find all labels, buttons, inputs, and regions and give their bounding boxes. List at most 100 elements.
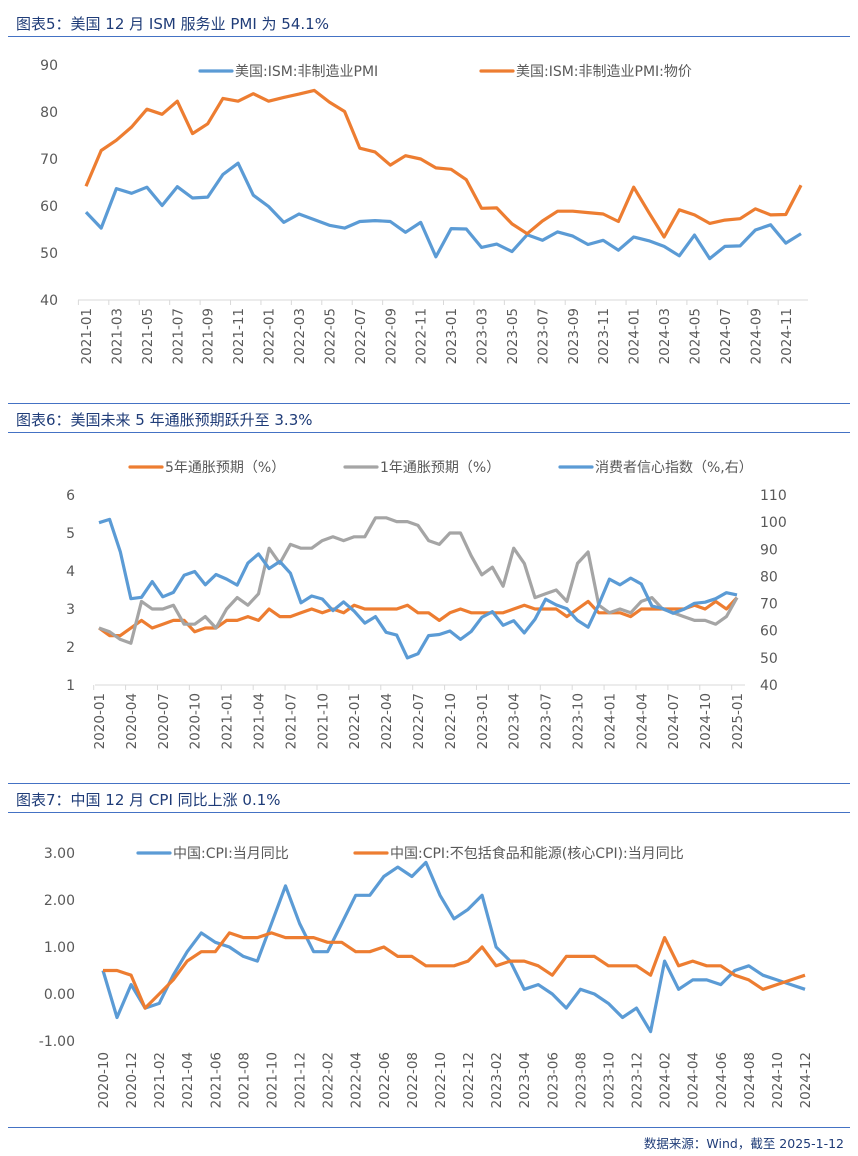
y2-tick-label: 50 — [760, 651, 778, 667]
x-tick-label: 2022-10 — [443, 693, 459, 749]
x-tick-label: 2022-05 — [322, 308, 338, 364]
series-line — [98, 516, 739, 645]
y2-tick-label: 60 — [760, 624, 778, 640]
x-tick-label: 2022-01 — [347, 693, 363, 749]
x-tick-label: 2022-08 — [405, 1052, 421, 1108]
x-tick-label: 2022-02 — [321, 1052, 337, 1108]
legend-label: 消费者信心指数（%,右） — [595, 460, 753, 476]
x-tick-label: 2021-10 — [315, 693, 331, 749]
x-tick-label: 2023-04 — [507, 693, 523, 749]
x-tick-label: 2021-04 — [252, 693, 268, 749]
y-tick-label: 50 — [40, 246, 58, 262]
chart-7-title: 图表7：中国 12 月 CPI 同比上涨 0.1% — [16, 791, 281, 809]
x-tick-label: 2024-08 — [742, 1052, 758, 1108]
x-tick-label: 2021-06 — [208, 1052, 224, 1108]
y2-tick-label: 100 — [760, 515, 787, 531]
x-tick-label: 2024-07 — [718, 308, 734, 364]
y-tick-label: 1 — [66, 678, 75, 694]
x-tick-label: 2025-01 — [730, 693, 746, 749]
x-tick-label: 2021-01 — [220, 693, 236, 749]
chart-6: 1 2 3 4 5 6 40 50 60 70 80 90 100 110 2020-01 2020-04 20… — [66, 460, 787, 749]
y2-tick-label: 40 — [760, 678, 778, 694]
x-tick-label: 2021-05 — [140, 308, 156, 364]
source-note: 数据来源：Wind，截至 2025-1-12 — [643, 1136, 844, 1151]
x-tick-label: 2022-09 — [383, 308, 399, 364]
x-tick-label: 2023-01 — [444, 308, 460, 364]
x-tick-label: 2024-11 — [779, 308, 795, 364]
x-tick-label: 2021-01 — [79, 308, 95, 364]
y-tick-label: 1.00 — [44, 940, 75, 956]
y2-tick-label: 90 — [760, 542, 778, 558]
x-tick-label: 2024-07 — [666, 693, 682, 749]
y-tick-label: 0.00 — [44, 987, 75, 1003]
x-tick-label: 2023-03 — [475, 308, 491, 364]
x-tick-label: 2021-12 — [293, 1052, 309, 1108]
x-tick-label: 2020-12 — [124, 1052, 140, 1108]
chart-5-title-bar: 图表5：美国 12 月 ISM 服务业 PMI 为 54.1% — [8, 8, 850, 37]
legend-label: 5年通胀预期（%） — [165, 460, 285, 476]
x-tick-label: 2021-11 — [231, 308, 247, 364]
x-tick-label: 2022-04 — [349, 1052, 365, 1108]
legend-label: 中国:CPI:当月同比 — [173, 846, 289, 862]
y-tick-label: 4 — [66, 564, 75, 580]
x-tick-label: 2024-04 — [634, 693, 650, 749]
legend-label: 美国:ISM:非制造业PMI:物价 — [516, 64, 692, 80]
x-tick-label: 2023-08 — [573, 1052, 589, 1108]
chart-6-title: 图表6：美国未来 5 年通胀预期跃升至 3.3% — [16, 411, 313, 429]
x-tick-label: 2022-11 — [414, 308, 430, 364]
chart-7: -1.00 0.00 1.00 2.00 3.00 2020-10 2020-12 2021-… — [39, 845, 814, 1108]
x-tick-label: 2024-04 — [686, 1052, 702, 1108]
x-tick-label: 2023-11 — [596, 308, 612, 364]
legend-label: 中国:CPI:不包括食品和能源(核心CPI):当月同比 — [390, 845, 684, 862]
x-tick-label: 2022-03 — [292, 308, 308, 364]
y-tick-label: -1.00 — [39, 1034, 75, 1050]
x-tick-label: 2023-12 — [630, 1052, 646, 1108]
x-tick-label: 2021-07 — [170, 308, 186, 364]
x-tick-label: 2023-10 — [601, 1052, 617, 1108]
x-tick-label: 2023-01 — [475, 693, 491, 749]
x-tick-label: 2024-01 — [627, 308, 643, 364]
y-tick-label: 2 — [66, 640, 75, 656]
x-tick-label: 2022-12 — [461, 1052, 477, 1108]
y-tick-label: 70 — [40, 152, 58, 168]
x-tick-label: 2023-07 — [539, 693, 555, 749]
x-tick-label: 2024-01 — [602, 693, 618, 749]
x-tick-label: 2020-04 — [124, 693, 140, 749]
x-tick-label: 2024-05 — [688, 308, 704, 364]
x-tick-label: 2021-02 — [152, 1052, 168, 1108]
x-tick-label: 2022-04 — [379, 693, 395, 749]
x-tick-label: 2022-07 — [411, 693, 427, 749]
x-tick-label: 2021-07 — [283, 693, 299, 749]
legend-label: 美国:ISM:非制造业PMI — [235, 64, 378, 80]
x-tick-label: 2023-05 — [505, 308, 521, 364]
footer-divider — [8, 1127, 850, 1128]
chart-6-title-bar: 图表6：美国未来 5 年通胀预期跃升至 3.3% — [8, 403, 850, 433]
x-tick-label: 2021-10 — [264, 1052, 280, 1108]
x-tick-label: 2024-09 — [748, 308, 764, 364]
x-tick-label: 2021-09 — [201, 308, 217, 364]
x-tick-label: 2021-08 — [236, 1052, 252, 1108]
x-tick-label: 2020-10 — [96, 1052, 112, 1108]
x-tick-label: 2023-06 — [545, 1052, 561, 1108]
y-tick-label: 80 — [40, 105, 58, 121]
x-tick-label: 2024-12 — [798, 1052, 814, 1108]
series-line — [84, 161, 802, 261]
x-tick-label: 2024-03 — [657, 308, 673, 364]
x-tick-label: 2021-04 — [180, 1052, 196, 1108]
legend-label: 1年通胀预期（%） — [380, 460, 500, 476]
y2-tick-label: 110 — [760, 488, 787, 504]
x-tick-label: 2023-02 — [489, 1052, 505, 1108]
y-tick-label: 3 — [66, 602, 75, 618]
x-tick-label: 2023-04 — [517, 1052, 533, 1108]
x-tick-label: 2024-02 — [658, 1052, 674, 1108]
y-tick-label: 60 — [40, 199, 58, 215]
x-tick-label: 2022-01 — [262, 308, 278, 364]
y-tick-label: 6 — [66, 488, 75, 504]
series-line — [98, 517, 738, 660]
x-tick-label: 2020-01 — [92, 693, 108, 749]
y-tick-label: 40 — [40, 293, 58, 309]
x-tick-label: 2024-10 — [770, 1052, 786, 1108]
series-line — [101, 860, 806, 1034]
x-tick-label: 2022-07 — [353, 308, 369, 364]
